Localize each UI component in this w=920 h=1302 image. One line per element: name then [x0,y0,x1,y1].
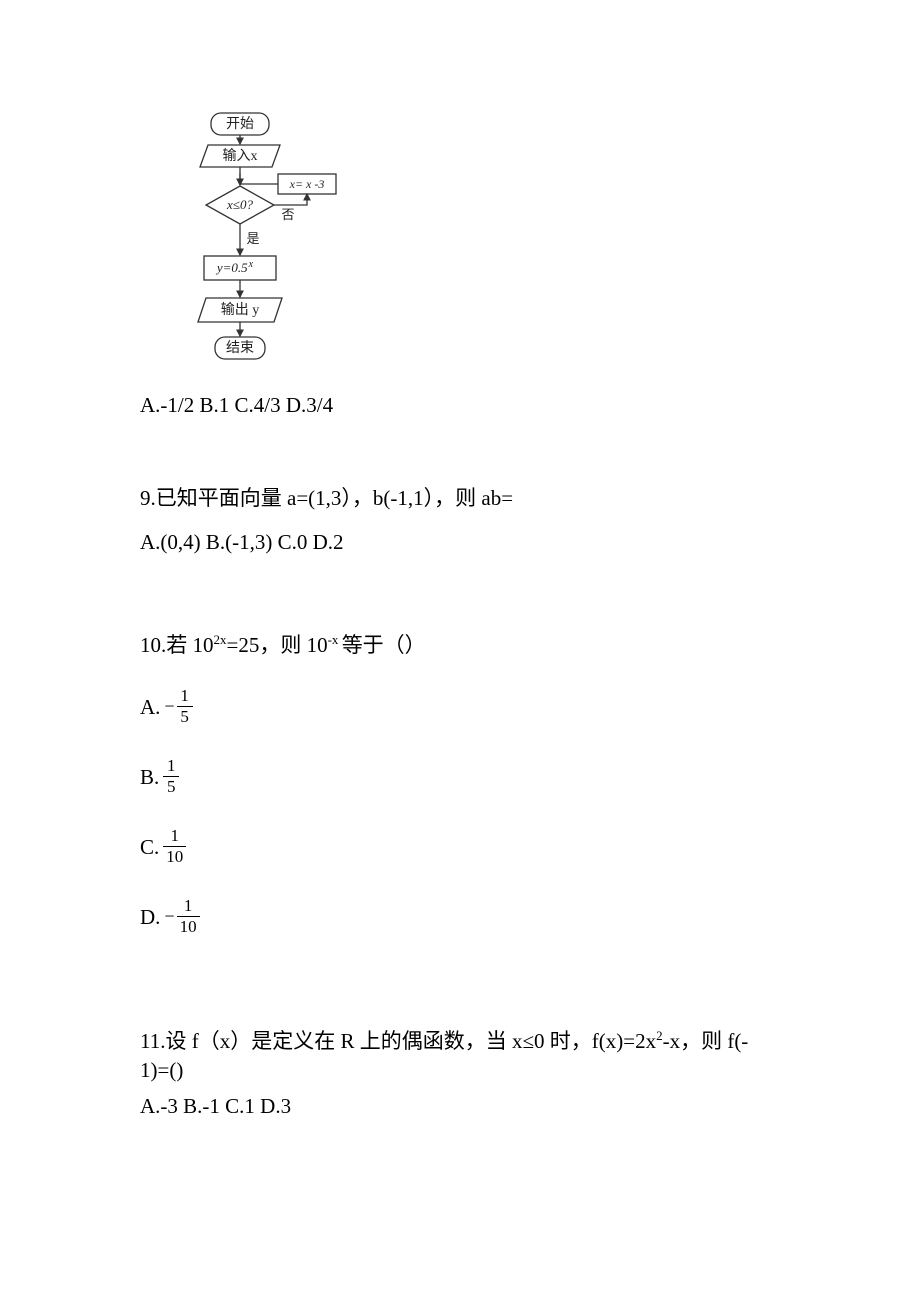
q10-optC-label: C. [140,831,159,867]
q8-options: A.-1/2 B.1 C.4/3 D.3/4 [140,389,780,423]
flowchart-edge-no-label: 否 [281,207,294,222]
flowchart-input-label: 输入x [223,148,258,164]
q11-block: 11.设 f（x）是定义在 R 上的偶函数，当 x≤0 时，f(x)=2x2-x… [140,1027,780,1123]
q10-exp1: 2x [214,632,227,647]
flowchart-assign-label: x= x -3 [289,177,325,191]
flowchart-end-label: 结束 [226,340,254,356]
q11-options: A.-3 B.-1 C.1 D.3 [140,1090,780,1124]
q10-option-d: D. − 1 10 [140,891,780,937]
flowchart-decision-label: x≤0? [226,197,253,212]
q10-optC-den: 10 [163,848,186,867]
q10-optC-fraction: 1 10 [163,827,186,867]
q10-text-mid: =25，则 10 [227,633,328,657]
q10-exp2: -x [328,632,342,647]
q10-optD-neg: − [164,902,174,931]
q10-option-a: A. − 1 5 [140,681,780,727]
q10-optB-label: B. [140,761,159,797]
q10-optD-num: 1 [181,897,196,916]
flowchart-figure: 开始 输入x x≤0? x= x -3 否 是 y=0.5x 输出 y 结束 [160,110,780,381]
flowchart-start-label: 开始 [226,116,254,132]
q11-line1-suffix: -x，则 f(- [663,1029,749,1053]
q10-optB-fraction: 1 5 [163,757,179,797]
q10-optD-label: D. [140,901,160,937]
flowchart-output-label: 输出 y [221,302,260,318]
q10-option-b: B. 1 5 [140,751,780,797]
q9-text: 9.已知平面向量 a=(1,3），b(-1,1），则 ab= [140,482,780,516]
q10-optD-den: 10 [177,918,200,937]
q10-optA-label: A. [140,691,160,727]
flowchart-svg: 开始 输入x x≤0? x= x -3 否 是 y=0.5x 输出 y 结束 [160,110,340,370]
q9-options: A.(0,4) B.(-1,3) C.0 D.2 [140,526,780,560]
q9-block: 9.已知平面向量 a=(1,3），b(-1,1），则 ab= A.(0,4) B… [140,482,780,559]
q11-line1: 11.设 f（x）是定义在 R 上的偶函数，当 x≤0 时，f(x)=2x2-x… [140,1027,780,1056]
q10-optB-num: 1 [164,757,179,776]
q10-optC-num: 1 [168,827,183,846]
q10-text: 10.若 102x=25，则 10-x 等于（） [140,629,780,663]
flowchart-edge-yes-label: 是 [246,231,259,246]
q10-optD-fraction: − 1 10 [164,897,199,937]
q10-block: 10.若 102x=25，则 10-x 等于（） A. − 1 5 B. 1 5… [140,629,780,937]
q10-optB-den: 5 [164,778,179,797]
q10-optA-den: 5 [177,708,192,727]
q10-optA-neg: − [164,692,174,721]
q10-option-c: C. 1 10 [140,821,780,867]
q11-line2: 1)=() [140,1056,780,1085]
q10-text-prefix: 10.若 10 [140,633,214,657]
q10-optA-num: 1 [177,687,192,706]
q10-optA-fraction: − 1 5 [164,687,192,727]
q11-line1-prefix: 11.设 f（x）是定义在 R 上的偶函数，当 x≤0 时，f(x)=2x [140,1029,656,1053]
q10-text-suffix: 等于（） [342,633,426,657]
